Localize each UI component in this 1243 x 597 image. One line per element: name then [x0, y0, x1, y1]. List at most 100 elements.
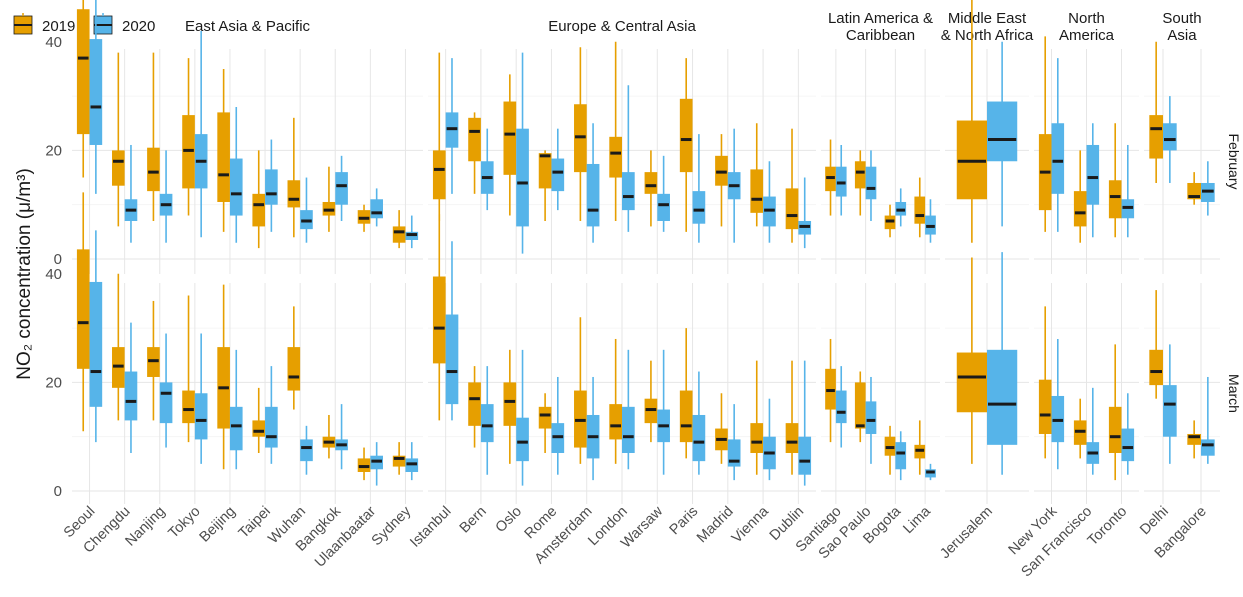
legend-label-2019: 2019 [42, 18, 75, 35]
box-san-francisco-2020-february [1086, 123, 1100, 238]
box-wuhan-2019-february [287, 117, 301, 238]
box-iqr [1149, 349, 1163, 386]
box-amsterdam-2019-february [574, 47, 587, 221]
box-iqr [622, 406, 635, 453]
facet-strip-latin-america-caribbean: Latin America & Caribbean [828, 10, 933, 44]
box-bern-2020-february [480, 128, 494, 211]
box-san-francisco-2019-february [1073, 150, 1087, 243]
facet-strip-february: February [1226, 133, 1242, 189]
box-san-francisco-2020-march [1086, 387, 1100, 475]
box-nanjing-2019-february [147, 52, 160, 221]
box-iqr [679, 98, 693, 173]
y-tick-label-february-20: 20 [45, 142, 62, 159]
box-iqr [1038, 379, 1052, 434]
box-iqr [480, 404, 494, 443]
box-toronto-2019-march [1108, 344, 1122, 481]
box-iqr [287, 180, 301, 208]
y-tick-label-february-40: 40 [45, 34, 62, 51]
box-iqr [89, 39, 103, 145]
box-chengdu-2020-march [124, 322, 138, 453]
box-toronto-2020-march [1121, 393, 1135, 475]
box-lima-2019-february [914, 177, 926, 238]
facet-strip-line: South [1162, 10, 1201, 27]
box-san-francisco-2019-march [1073, 398, 1087, 459]
facet-strip-middle-east-north-africa: Middle East & North Africa [941, 10, 1034, 44]
box-jerusalem-2019-february [956, 0, 987, 243]
box-iqr [300, 439, 313, 462]
box-beijing-2020-february [229, 106, 243, 243]
box-iqr [252, 420, 266, 437]
box-wuhan-2019-march [287, 306, 301, 410]
box-iqr [750, 169, 764, 213]
box-iqr [147, 147, 160, 192]
box-iqr [914, 196, 926, 224]
facet-strip-north-america: North America [1059, 10, 1115, 44]
box-ulaanbaatar-2019-march [357, 447, 371, 481]
x-tick-label-nanjing: Nanjing [122, 504, 168, 550]
box-iqr [679, 390, 693, 443]
box-iqr [76, 249, 90, 369]
y-axis-title: NO₂ concentration (μ/m³) [14, 168, 35, 380]
box-iqr [159, 382, 173, 424]
box-jerusalem-2020-february [987, 41, 1018, 227]
box-oslo-2019-february [503, 74, 517, 216]
box-beijing-2019-february [217, 68, 230, 232]
box-bangkok-2019-february [322, 166, 336, 232]
y-tick-label-march-40: 40 [45, 266, 62, 283]
box-santiago-2019-february [825, 139, 836, 216]
box-tokyo-2020-february [194, 30, 208, 238]
box-iqr [1121, 428, 1135, 462]
facet-strip-south-asia: South Asia [1162, 10, 1201, 44]
box-seoul-2020-march [89, 230, 103, 443]
box-nanjing-2019-march [147, 300, 160, 421]
box-ulaanbaatar-2020-march [370, 442, 383, 486]
box-beijing-2020-march [229, 349, 243, 470]
facet-strip-line: Middle East [948, 10, 1027, 27]
box-iqr [1187, 433, 1201, 445]
box-oslo-2020-february [516, 52, 529, 254]
box-istanbul-2020-february [445, 58, 459, 194]
box-bangkok-2020-february [335, 155, 348, 221]
box-istanbul-2020-march [445, 241, 459, 421]
box-iqr [229, 158, 243, 216]
box-madrid-2019-march [715, 393, 728, 464]
box-rome-2020-march [551, 376, 565, 475]
box-dublin-2019-march [785, 360, 799, 475]
x-tick-label-delhi: Delhi [1137, 504, 1172, 539]
x-tick-label-madrid: Madrid [694, 504, 737, 547]
x-tick-label-toronto: Toronto [1085, 504, 1131, 550]
box-iqr [265, 169, 278, 205]
box-iqr [987, 101, 1018, 162]
box-bogota-2020-march [895, 431, 907, 481]
box-bern-2019-march [468, 366, 481, 448]
box-iqr [609, 136, 622, 178]
box-dublin-2019-february [785, 128, 799, 243]
box-sydney-2019-march [392, 442, 406, 475]
box-ulaanbaatar-2020-february [370, 188, 383, 227]
box-bangalore-2020-february [1201, 161, 1215, 216]
box-iqr [1201, 439, 1215, 456]
box-iqr [538, 153, 552, 189]
box-new-york-2019-february [1038, 36, 1052, 232]
box-iqr [516, 128, 529, 227]
box-iqr [586, 163, 600, 227]
box-paris-2019-march [679, 328, 693, 459]
box-bogota-2019-february [884, 204, 896, 238]
box-wuhan-2020-february [300, 177, 313, 243]
box-iqr [895, 442, 907, 470]
legend: 2019 2020 [13, 13, 155, 35]
box-delhi-2020-february [1163, 96, 1177, 183]
facet-strip-line: Asia [1167, 27, 1197, 44]
box-vienna-2019-march [750, 360, 764, 475]
box-bogota-2019-march [884, 425, 896, 475]
box-ulaanbaatar-2019-february [357, 204, 371, 232]
box-sydney-2020-march [405, 442, 419, 481]
box-warsaw-2019-february [644, 150, 658, 227]
box-iqr [503, 382, 517, 426]
box-dublin-2020-february [798, 177, 812, 249]
facet-strip-east-asia-pacific: East Asia & Pacific [185, 18, 311, 35]
box-iqr [622, 172, 635, 211]
box-bern-2020-march [480, 366, 494, 475]
box-tokyo-2019-march [182, 295, 195, 443]
box-iqr [551, 158, 565, 192]
